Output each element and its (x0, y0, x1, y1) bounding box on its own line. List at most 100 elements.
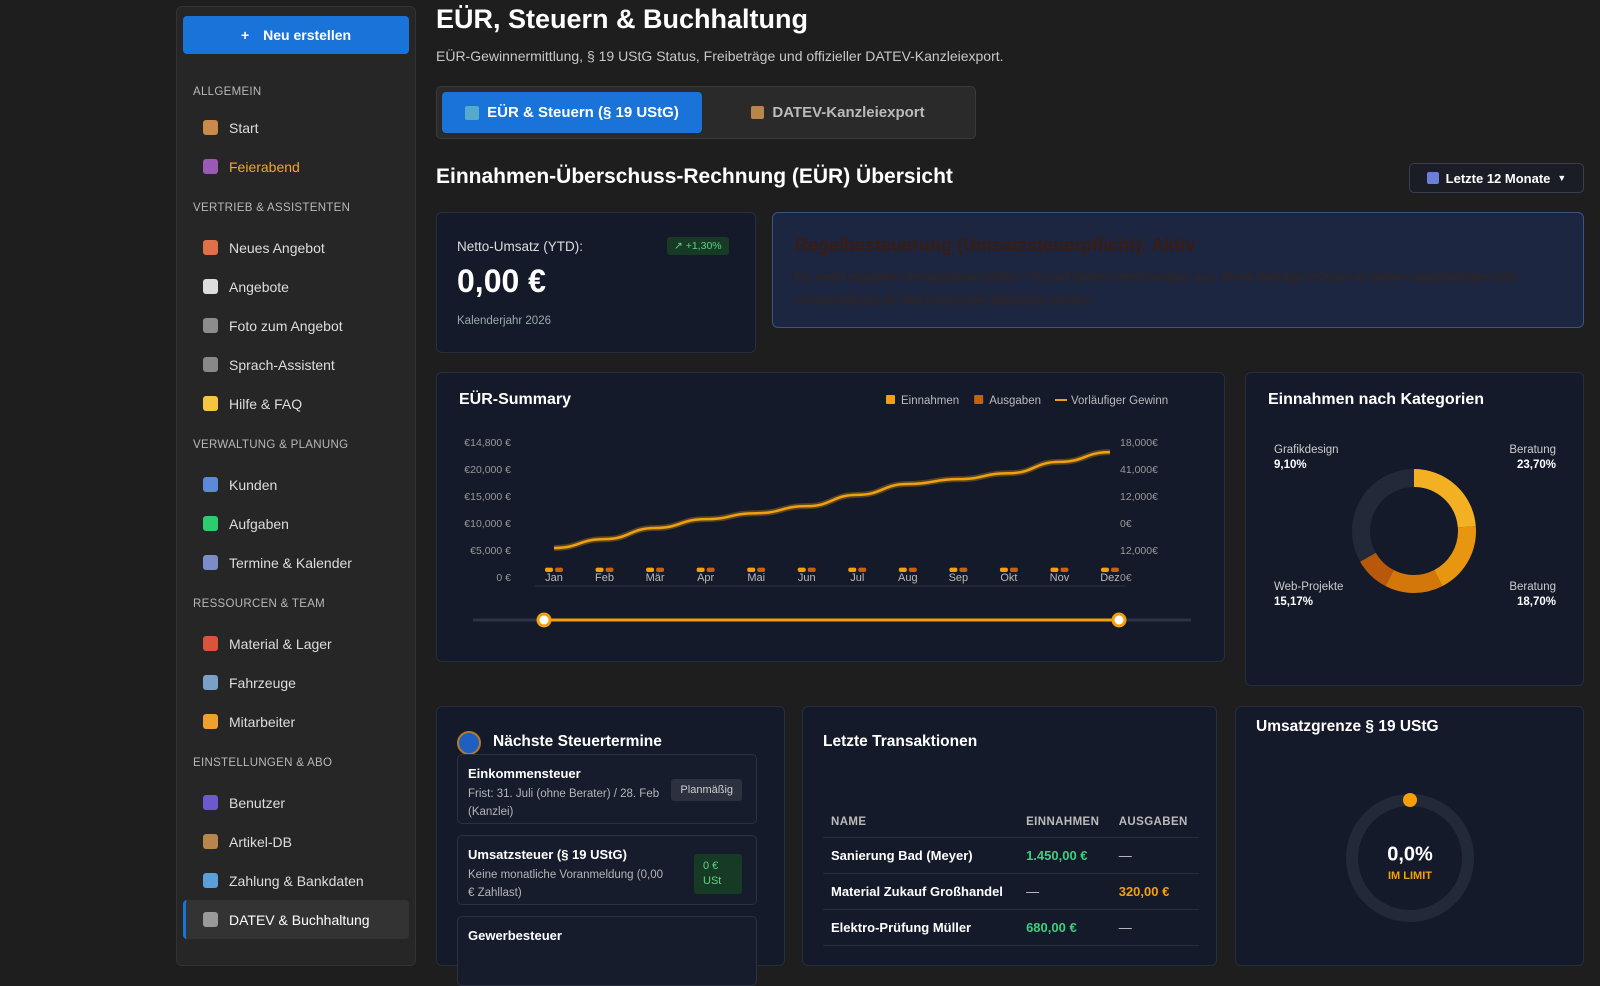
category-card: Einnahmen nach Kategorien Grafikdesign 9,1… (1245, 372, 1584, 686)
y-tick-label: 0 € (496, 572, 511, 584)
nav-item[interactable]: Neues Angebot (183, 228, 409, 267)
table-cell: 1.450,00 € (1018, 837, 1111, 874)
nav-label: Kunden (229, 476, 278, 493)
gauge-value: 0,0% (1387, 843, 1433, 865)
nav-icon (203, 555, 218, 570)
tab-bar: EÜR & Steuern (§ 19 UStG) DATEV-Kanzleie… (436, 86, 976, 139)
nav-item[interactable]: Kunden (183, 465, 409, 504)
nav-label: Neues Angebot (229, 239, 325, 256)
donut-chart: Einnahmen nach Kategorien Grafikdesign 9,1… (1268, 391, 1556, 608)
tax-item-badge: Planmäßig (671, 779, 742, 801)
x-tick-label: Okt (1000, 572, 1017, 584)
x-tick-label: Sep (949, 572, 969, 584)
nav-item[interactable]: DATEV & Buchhaltung (183, 900, 409, 939)
x-tick-label: Mär (646, 572, 665, 584)
donut-value: 9,10% (1274, 459, 1307, 471)
y-tick-label: €20,000 € (464, 464, 511, 476)
nav-icon (203, 240, 218, 255)
x-tick-label: Apr (697, 572, 714, 584)
nav-icon (203, 477, 218, 492)
tab-label: EÜR & Steuern (§ 19 UStG) (487, 104, 679, 121)
nav-label: Start (229, 119, 259, 136)
nav-item[interactable]: Termine & Kalender (183, 543, 409, 582)
bar (656, 567, 665, 572)
limit-card: Umsatzgrenze § 19 UStG 0,0% IM LIMIT (1235, 706, 1584, 966)
y-tick-label: €5,000 € (470, 545, 511, 557)
tax-item: Einkommensteuer Frist: 31. Juli (ohne Ber… (457, 754, 757, 824)
nav-item[interactable]: Foto zum Angebot (183, 306, 409, 345)
calendar-icon (1426, 172, 1439, 184)
nav-item[interactable]: Benutzer (183, 783, 409, 822)
donut-segment (1352, 469, 1476, 593)
limit-gauge: Umsatzgrenze § 19 UStG 0,0% IM LIMIT (1256, 718, 1474, 922)
status-card: Regelbesteuerung (Umsatzsteuerpflicht): … (772, 212, 1584, 328)
tax-title: Nächste Steuertermine (493, 733, 662, 750)
nav-item[interactable]: Start (183, 108, 409, 147)
nav-item[interactable]: Artikel-DB (183, 822, 409, 861)
page-title: EÜR, Steuern & Buchhaltung (436, 4, 809, 34)
bar (949, 567, 958, 572)
bar (696, 567, 705, 572)
bar (706, 567, 715, 572)
table-cell: Material Zukauf Großhandel (823, 873, 1019, 910)
nav-section-title: VERWALTUNG & PLANUNG (193, 439, 349, 451)
kpi-note: Kalenderjahr 2026 (457, 315, 551, 327)
chart-title: Umsatzgrenze § 19 UStG (1256, 718, 1439, 735)
column-header: EINNAHMEN (1018, 807, 1111, 838)
nav-item[interactable]: Fahrzeuge (183, 663, 409, 702)
x-tick-label: Dez (1100, 572, 1120, 584)
y2-tick-label: 18,000€ (1120, 437, 1158, 449)
tab-icon (751, 106, 765, 119)
slider-handle[interactable] (1111, 612, 1127, 628)
nav-label: Sprach-Assistent (229, 356, 335, 373)
nav-item[interactable]: Mitarbeiter (183, 702, 409, 741)
kpi-value: 0,00 € (457, 263, 546, 299)
new-button[interactable]: + Neu erstellen (183, 16, 409, 54)
tax-item-text: Frist: 31. Juli (ohne Berater) / 28. Feb… (468, 788, 660, 818)
tax-item-text: Keine monatliche Voranmeldung (0,00 € Za… (468, 869, 663, 899)
donut-category: Beratung (1509, 444, 1556, 456)
nav-item[interactable]: Sprach-Assistent (183, 345, 409, 384)
status-text: Du weist reguläre Umsatzsteuer (19% / 7%… (795, 269, 1520, 307)
bar (848, 567, 857, 572)
table-row: Material Zukauf Großhandel —320,00 € (823, 873, 1199, 910)
chart-title: EÜR-Summary (459, 389, 571, 408)
nav-label: Benutzer (229, 794, 286, 811)
legend-swatch (886, 395, 895, 404)
nav-item[interactable]: Zahlung & Bankdaten (183, 861, 409, 900)
y-tick-label: €15,000 € (464, 491, 511, 503)
nav-item[interactable]: Aufgaben (183, 504, 409, 543)
summary-card: EÜR-Summary 0 € €5,000 € €10,000 € €15,000 €… (436, 372, 1225, 662)
line (553, 450, 1111, 550)
bar (1060, 567, 1069, 572)
tab[interactable]: DATEV-Kanzleiexport (707, 92, 969, 133)
nav-item[interactable]: Hilfe & FAQ (183, 384, 409, 423)
legend-label: Ausgaben (989, 395, 1041, 407)
y2-tick-label: 0€ (1120, 572, 1132, 584)
kpi-card: Netto-Umsatz (YTD): ↗ +1,30% 0,00 € Kale… (436, 212, 756, 353)
nav-item[interactable]: Feierabend (183, 147, 409, 186)
nav-item[interactable]: Material & Lager (183, 624, 409, 663)
nav-item[interactable]: Angebote (183, 267, 409, 306)
donut-category: Web-Projekte (1274, 581, 1343, 593)
bar (545, 567, 553, 572)
period-button[interactable]: Letzte 12 Monate ▼ (1409, 163, 1584, 193)
bar (605, 567, 614, 572)
bar (1101, 567, 1109, 572)
nav-label: Termine & Kalender (229, 554, 352, 571)
slider-handle[interactable] (536, 612, 552, 628)
bar (555, 567, 563, 572)
tab-active[interactable]: EÜR & Steuern (§ 19 UStG) (442, 92, 702, 133)
column-header: AUSGABEN (1110, 807, 1199, 838)
table-cell: — (1110, 837, 1199, 874)
nav-section-title: ALLGEMEIN (193, 86, 262, 98)
tax-item-title: Umsatzsteuer (§ 19 UStG) (468, 847, 627, 862)
bar (1050, 567, 1059, 572)
donut-segment (1352, 469, 1476, 593)
new-button-label: Neu erstellen (263, 27, 352, 43)
nav-icon (203, 357, 218, 372)
tax-item-title: Einkommensteuer (468, 766, 581, 781)
bar (797, 567, 806, 572)
tax-item-badge: 0 € USt (694, 854, 742, 894)
info-icon (457, 731, 481, 755)
